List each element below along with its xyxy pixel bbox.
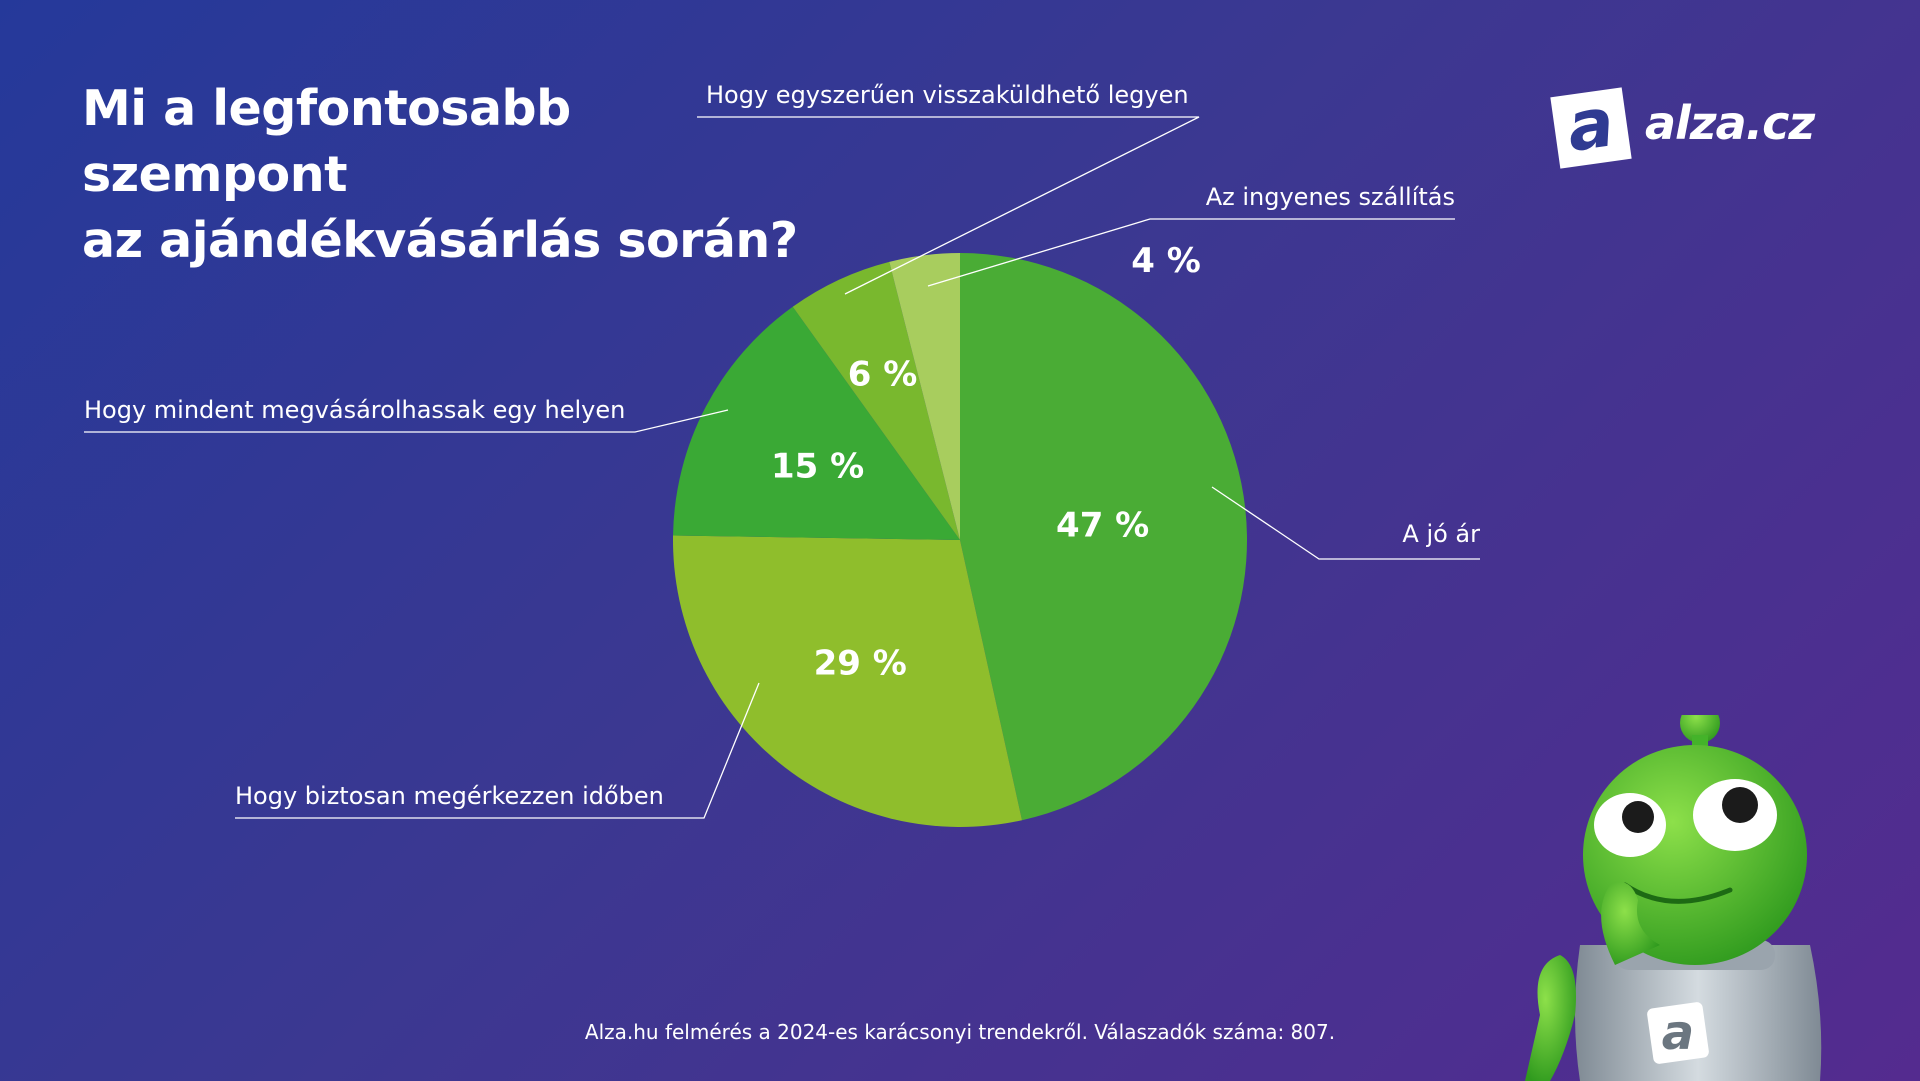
category-label-a-jo-ar: A jó ár bbox=[1402, 520, 1480, 548]
category-label-hogy-egyszeruen-visszakuldheto-legyen: Hogy egyszerűen visszaküldhető legyen bbox=[706, 81, 1189, 109]
value-labels: 47 % 29 % 15 % 6 % 4 % bbox=[771, 241, 1201, 683]
svg-text:a: a bbox=[1662, 1005, 1694, 1061]
chart-title-line-3: az ajándékvásárlás során? bbox=[82, 212, 798, 269]
alza-logo[interactable]: a alza.cz bbox=[1550, 83, 1845, 176]
pie-slice-hogy-biztosan-megerkezzen-idoben bbox=[673, 535, 1022, 828]
source-note: Alza.hu felmérés a 2024-es karácsonyi tr… bbox=[584, 1020, 1336, 1044]
leader-line-hogy-biztosan-megerkezzen-idoben bbox=[235, 682, 760, 819]
category-label-az-ingyenes-szallitas: Az ingyenes szállítás bbox=[1206, 183, 1455, 211]
pie-slice-a-jo-ar bbox=[960, 253, 1247, 821]
value-label-az-ingyenes-szallitas: 4 % bbox=[1131, 241, 1201, 281]
pie-slice-az-ingyenes-szallitas bbox=[889, 253, 960, 540]
leader-line-hogy-egyszeruen-visszakuldheto-legyen bbox=[697, 116, 1200, 295]
value-label-hogy-mindent-megvasarolhassak-egy-helyen: 15 % bbox=[771, 446, 864, 486]
leader-line-az-ingyenes-szallitas bbox=[927, 218, 1455, 287]
alza-logo-text: alza.cz bbox=[1645, 96, 1815, 150]
category-label-hogy-biztosan-megerkezzen-idoben: Hogy biztosan megérkezzen időben bbox=[235, 782, 664, 810]
leader-line-hogy-mindent-megvasarolhassak-egy-helyen bbox=[84, 409, 729, 433]
pie-slice-hogy-egyszeruen-visszakuldheto-legyen bbox=[792, 261, 960, 540]
chart-title-line-2: szempont bbox=[82, 146, 348, 203]
chart-title-line-1: Mi a legfontosabb bbox=[82, 80, 571, 137]
slice-labels: A jó ár Hogy biztosan megérkezzen időben H… bbox=[84, 81, 1480, 810]
pie-slice-hogy-mindent-megvasarolhassak-egy-helyen bbox=[673, 306, 960, 540]
chart-title: Mi a legfontosabb szempont az ajándékvás… bbox=[82, 76, 798, 274]
value-label-hogy-biztosan-megerkezzen-idoben: 29 % bbox=[814, 643, 907, 683]
pie-slices bbox=[673, 253, 1247, 828]
leader-lines bbox=[84, 116, 1480, 819]
leader-line-a-jo-ar bbox=[1211, 486, 1480, 560]
value-label-hogy-egyszeruen-visszakuldheto-legyen: 6 % bbox=[848, 354, 918, 394]
category-label-hogy-mindent-megvasarolhassak-egy-helyen: Hogy mindent megvásárolhassak egy helyen bbox=[84, 396, 625, 424]
value-label-a-jo-ar: 47 % bbox=[1056, 505, 1149, 545]
alza-alien-mascot: a bbox=[1525, 715, 1822, 1081]
